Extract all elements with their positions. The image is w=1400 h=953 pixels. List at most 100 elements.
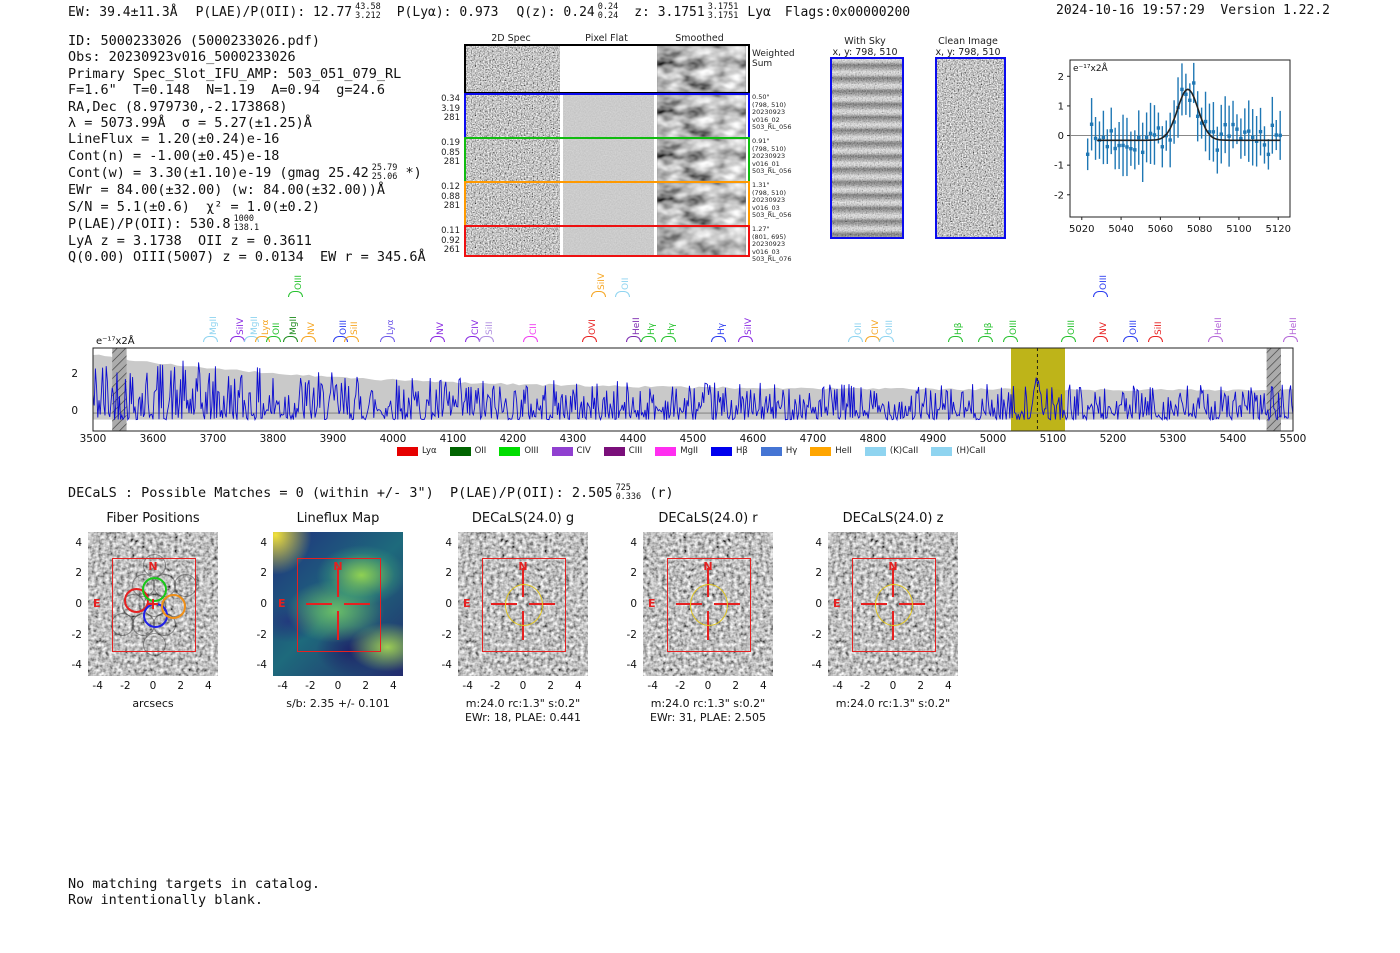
right-label-line: (801, 695) <box>752 232 787 241</box>
emission-line-label: CIV <box>471 319 482 335</box>
cutout-xtick: 2 <box>917 680 924 692</box>
legend-swatch <box>551 446 573 456</box>
weighted-sum-label-line: Weighted <box>752 49 795 59</box>
compass-north: N <box>888 560 898 574</box>
ytick-label: 0 <box>1058 131 1064 142</box>
main-spec-xtick: 4200 <box>499 433 527 445</box>
info-line: F=1.6" T=0.148 N=1.19 A=0.94 g=24.6 <box>68 82 426 98</box>
cutout-caption: EWr: 31, PLAE: 2.505 <box>649 711 767 724</box>
cutout-xtick: 0 <box>149 680 157 692</box>
data-point <box>1262 143 1267 147</box>
emission-line-brace <box>1061 336 1076 342</box>
cutout-title: DECaLS(24.0) z <box>842 511 944 526</box>
main-spec-xtick: 3800 <box>259 433 287 445</box>
compass-north: N <box>148 560 158 574</box>
crosshair-h <box>490 603 517 605</box>
data-point <box>1089 122 1094 126</box>
data-point <box>1093 136 1098 141</box>
cutout-ytick: 0 <box>630 598 637 610</box>
data-point <box>1156 126 1161 130</box>
cutout-caption: s/b: 2.35 +/- 0.101 <box>286 697 390 710</box>
weighted-sum-label-line: Sum <box>752 59 773 69</box>
spec2d-image <box>563 95 654 139</box>
right-label-line: 503_RL_056 <box>752 167 792 176</box>
cutout-xtick: 0 <box>519 680 527 692</box>
emission-label-band: MgII SiIV MgII Lyα OII OIII MgII NV OIII SiII Lyα N… <box>0 252 1400 344</box>
legend-swatch <box>864 446 886 456</box>
legend-item: CIV <box>551 446 591 456</box>
right-label-line: (798, 510) <box>752 144 787 153</box>
report-timestamp: 2024-10-16 19:57:29 <box>1056 3 1205 18</box>
cutout-ytick: 2 <box>260 567 267 580</box>
data-point <box>1101 135 1106 140</box>
emission-line-label: SiIV <box>597 272 608 290</box>
data-point <box>1125 145 1129 149</box>
cutout-caption: EWr: 18, PLAE: 0.441 <box>464 711 582 724</box>
cutout-xtick: -4 <box>277 680 288 692</box>
spec2d-noise <box>563 95 654 139</box>
legend-item: Lyα <box>397 446 437 456</box>
info-line: EWr = 84.00(±32.00) (w: 84.00(±32.00))Å <box>68 182 426 198</box>
uncertainty-range: 0.24 0.24 <box>598 3 618 21</box>
cutout-ytick: 2 <box>75 567 82 580</box>
spec2d-image <box>466 95 560 139</box>
legend-label: MgII <box>680 446 699 456</box>
emission-line-label: Hγ <box>647 322 657 335</box>
xtick-label: 5100 <box>1226 224 1251 235</box>
legend-swatch <box>397 446 418 456</box>
emission-line-label: OIII <box>1128 319 1139 335</box>
info-line: Cont(w) = 3.30(±1.10)e-19 (gmag 25.42 25.… <box>68 164 426 182</box>
emission-line-label: Hγ <box>717 322 728 335</box>
detection-info-block: ID: 5000233026 (5000233026.pdf) Obs: 2023… <box>68 33 426 266</box>
data-point <box>1203 119 1208 124</box>
header-ew: EW: 39.4±11.3Å <box>68 4 178 20</box>
info-line: LyA z = 3.1738 OII z = 0.3611 <box>68 233 426 249</box>
cutout-ytick: -2 <box>441 628 452 641</box>
legend-item: MgII <box>655 446 698 456</box>
info-line: Primary Spec_Slot_IFU_AMP: 503_051_079_R… <box>68 66 426 82</box>
data-point <box>1211 130 1216 134</box>
uncertainty-hi: 725 <box>615 483 631 493</box>
cutout-red-box <box>111 558 197 652</box>
data-point <box>1148 131 1153 136</box>
spec2d-row <box>464 137 750 185</box>
decals-text: DECaLS : Possible Matches = 0 (within +/… <box>68 485 613 501</box>
info-text: RA,Dec (8.979730,-2.173868) <box>68 98 288 115</box>
cutout-xtick: 2 <box>732 680 739 692</box>
emission-line-brace <box>1002 336 1018 342</box>
report-version: Version 1.22.2 <box>1220 3 1330 18</box>
weighted-sum-label: Weighted Sum <box>752 49 795 69</box>
cutout-red-box <box>481 558 567 652</box>
spec2d-col-title: Smoothed <box>675 33 724 44</box>
spec2d-row <box>464 44 750 94</box>
cutout-ytick: -2 <box>811 628 822 641</box>
cutout-ytick: -2 <box>256 628 267 641</box>
cutout-ytick: 4 <box>815 536 822 549</box>
info-text: S/N = 5.1(±0.6) χ² = 1.0(±0.2) <box>68 198 320 215</box>
emission-line-label: MgII <box>288 316 299 335</box>
emission-line-brace <box>591 291 607 297</box>
spec2d-image <box>657 183 746 227</box>
cutout-xtick: 4 <box>759 680 767 692</box>
legend-swatch <box>603 446 625 456</box>
data-point <box>1109 129 1113 133</box>
decals-text: (r) <box>641 485 674 501</box>
left-label-line: 3.19 <box>441 103 460 114</box>
uncertainty-hi: 43.58 <box>355 2 381 12</box>
data-point <box>1137 135 1141 140</box>
legend-label: OII <box>474 446 487 456</box>
right-label-line: 20230923 <box>752 152 786 161</box>
data-point <box>1085 152 1090 156</box>
cutout-xtick: 4 <box>204 680 212 692</box>
emission-line-label: OIII <box>1067 319 1077 335</box>
spec2d-image <box>466 227 560 255</box>
clean-title-text: Clean Image <box>938 36 998 47</box>
data-point <box>1270 123 1275 128</box>
uncertainty-lo: 3.212 <box>355 11 381 21</box>
spec2d-row <box>464 181 750 229</box>
legend-swatch <box>711 446 733 456</box>
emission-line-label: HeII <box>1289 317 1299 335</box>
info-line: Obs: 20230923v016_5000233026 <box>68 49 426 65</box>
emission-line-brace <box>626 336 641 342</box>
crosshair-h <box>675 603 702 605</box>
